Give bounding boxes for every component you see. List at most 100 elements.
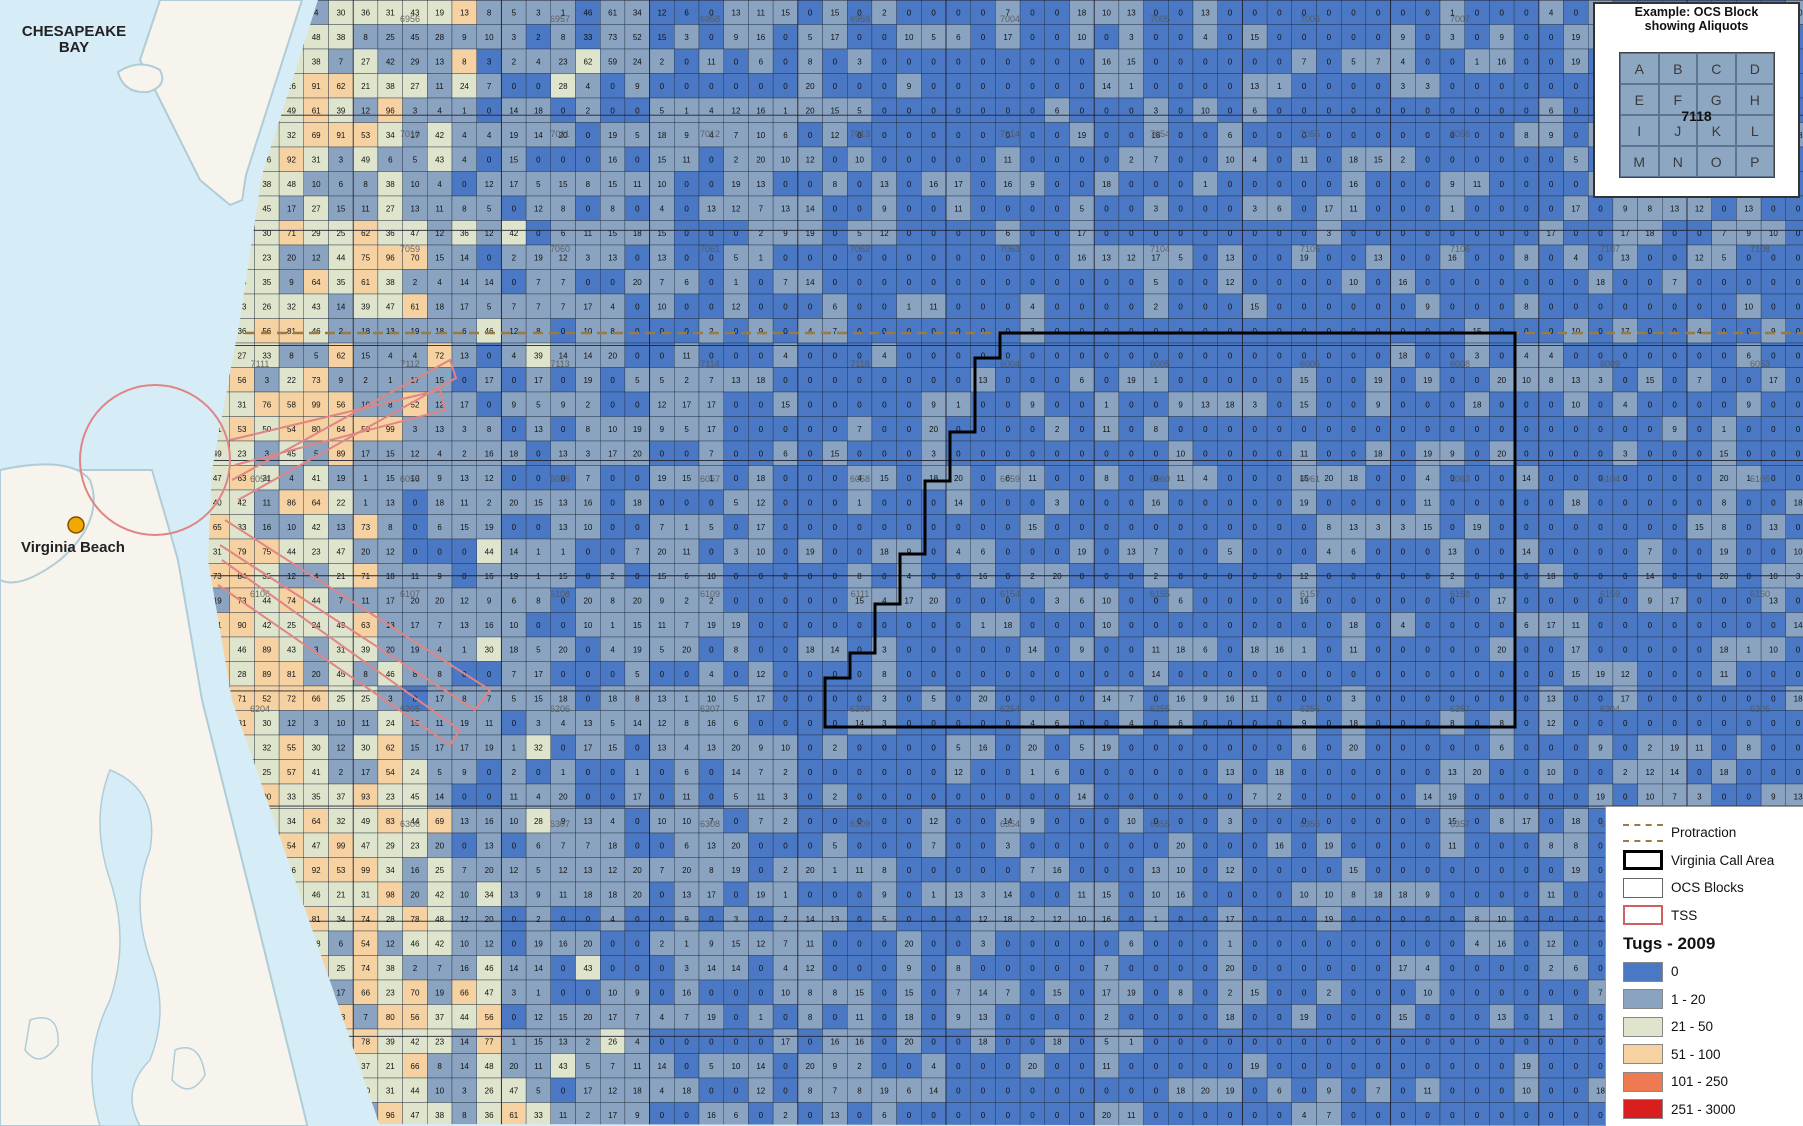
cell-count: 0 <box>536 621 541 630</box>
cell-count: 3 <box>586 253 591 262</box>
cell-count: 15 <box>732 939 741 948</box>
cell-count: 0 <box>981 866 986 875</box>
cell-count: 0 <box>1796 376 1801 385</box>
cell-count: 0 <box>1746 719 1751 728</box>
cell-count: 0 <box>1228 351 1233 360</box>
cell-count: 2 <box>1030 572 1035 581</box>
grid-cell <box>1489 48 1515 74</box>
cell-count: 20 <box>806 866 815 875</box>
grid-cell <box>1785 416 1803 442</box>
cell-count: 39 <box>534 351 543 360</box>
cell-count: 18 <box>1398 890 1407 899</box>
cell-count: 0 <box>1475 376 1480 385</box>
grid-cell <box>1019 73 1045 99</box>
cell-count: 0 <box>1129 106 1134 115</box>
cell-count: 0 <box>1574 474 1579 483</box>
cell-count: 5 <box>512 694 517 703</box>
cell-count: 0 <box>1425 670 1430 679</box>
cell-count: 10 <box>1102 8 1111 17</box>
cell-count: 0 <box>1450 82 1455 91</box>
cell-count: 0 <box>462 547 467 556</box>
cell-count: 6 <box>833 302 838 311</box>
cell-count: 0 <box>709 278 714 287</box>
cell-count: 0 <box>783 82 788 91</box>
cell-count: 3 <box>1475 351 1480 360</box>
cell-count: 0 <box>1746 278 1751 287</box>
cell-count: 0 <box>1030 131 1035 140</box>
cell-count: 0 <box>783 33 788 42</box>
cell-count: 0 <box>759 425 764 434</box>
cell-count: 0 <box>907 131 912 140</box>
cell-count: 11 <box>757 792 766 801</box>
cell-count: 0 <box>808 768 813 777</box>
cell-count: 12 <box>756 670 765 679</box>
cell-count: 0 <box>610 939 615 948</box>
grid-cell <box>451 48 477 74</box>
grid-cell <box>674 97 700 123</box>
cell-count: 0 <box>1598 523 1603 532</box>
cell-count: 0 <box>808 498 813 507</box>
cell-count: 0 <box>1771 449 1776 458</box>
cell-count: 49 <box>361 817 370 826</box>
cell-count: 0 <box>1129 768 1134 777</box>
cell-count: 18 <box>1003 915 1012 924</box>
cell-count: 19 <box>1423 449 1432 458</box>
cell-count: 0 <box>1722 719 1727 728</box>
cell-count: 0 <box>882 449 887 458</box>
cell-count: 0 <box>1104 278 1109 287</box>
cell-count: 7 <box>635 547 640 556</box>
cell-count: 0 <box>684 498 689 507</box>
cell-count: 38 <box>336 33 345 42</box>
cell-count: 0 <box>1154 57 1159 66</box>
cell-count: 14 <box>460 278 469 287</box>
cell-count: 0 <box>462 841 467 850</box>
cell-count: 12 <box>1621 670 1630 679</box>
cell-count: 30 <box>336 8 345 17</box>
cell-count: 0 <box>1228 743 1233 752</box>
cell-count: 7 <box>931 841 936 850</box>
cell-count: 0 <box>882 572 887 581</box>
cell-count: 20 <box>954 474 963 483</box>
cell-count: 20 <box>1720 474 1729 483</box>
cell-count: 69 <box>312 131 321 140</box>
cell-count: 0 <box>1252 8 1257 17</box>
cell-count: 16 <box>979 572 988 581</box>
cell-count: 4 <box>1203 33 1208 42</box>
bay-island <box>116 63 164 94</box>
cell-count: 15 <box>781 400 790 409</box>
cell-count: 0 <box>1376 915 1381 924</box>
cell-count: 8 <box>1524 302 1529 311</box>
cell-count: 0 <box>1648 302 1653 311</box>
cell-count: 19 <box>435 8 444 17</box>
cell-count: 10 <box>707 572 716 581</box>
cell-count: 0 <box>1549 253 1554 262</box>
cell-count: 0 <box>956 131 961 140</box>
cell-count: 0 <box>1277 939 1282 948</box>
cell-count: 0 <box>931 57 936 66</box>
cell-count: 0 <box>1277 621 1282 630</box>
cell-count: 0 <box>808 621 813 630</box>
cell-count: 4 <box>487 131 492 140</box>
cell-count: 0 <box>1598 915 1603 924</box>
grid-cell <box>1168 0 1194 25</box>
cell-count: 0 <box>1154 621 1159 630</box>
cell-count: 10 <box>411 180 420 189</box>
cell-count: 81 <box>287 670 296 679</box>
cell-count: 0 <box>1796 400 1801 409</box>
cell-count: 0 <box>561 425 566 434</box>
cell-count: 14 <box>732 768 741 777</box>
cell-count: 0 <box>882 82 887 91</box>
cell-count: 0 <box>1006 743 1011 752</box>
cell-count: 0 <box>783 253 788 262</box>
cell-count: 19 <box>1571 866 1580 875</box>
cell-count: 18 <box>1720 645 1729 654</box>
cell-count: 0 <box>1178 792 1183 801</box>
cell-count: 0 <box>1425 204 1430 213</box>
cell-count: 0 <box>1129 841 1134 850</box>
grid-cell <box>624 171 650 197</box>
cell-count: 86 <box>287 498 296 507</box>
cell-count: 27 <box>386 204 395 213</box>
cell-count: 16 <box>979 743 988 752</box>
